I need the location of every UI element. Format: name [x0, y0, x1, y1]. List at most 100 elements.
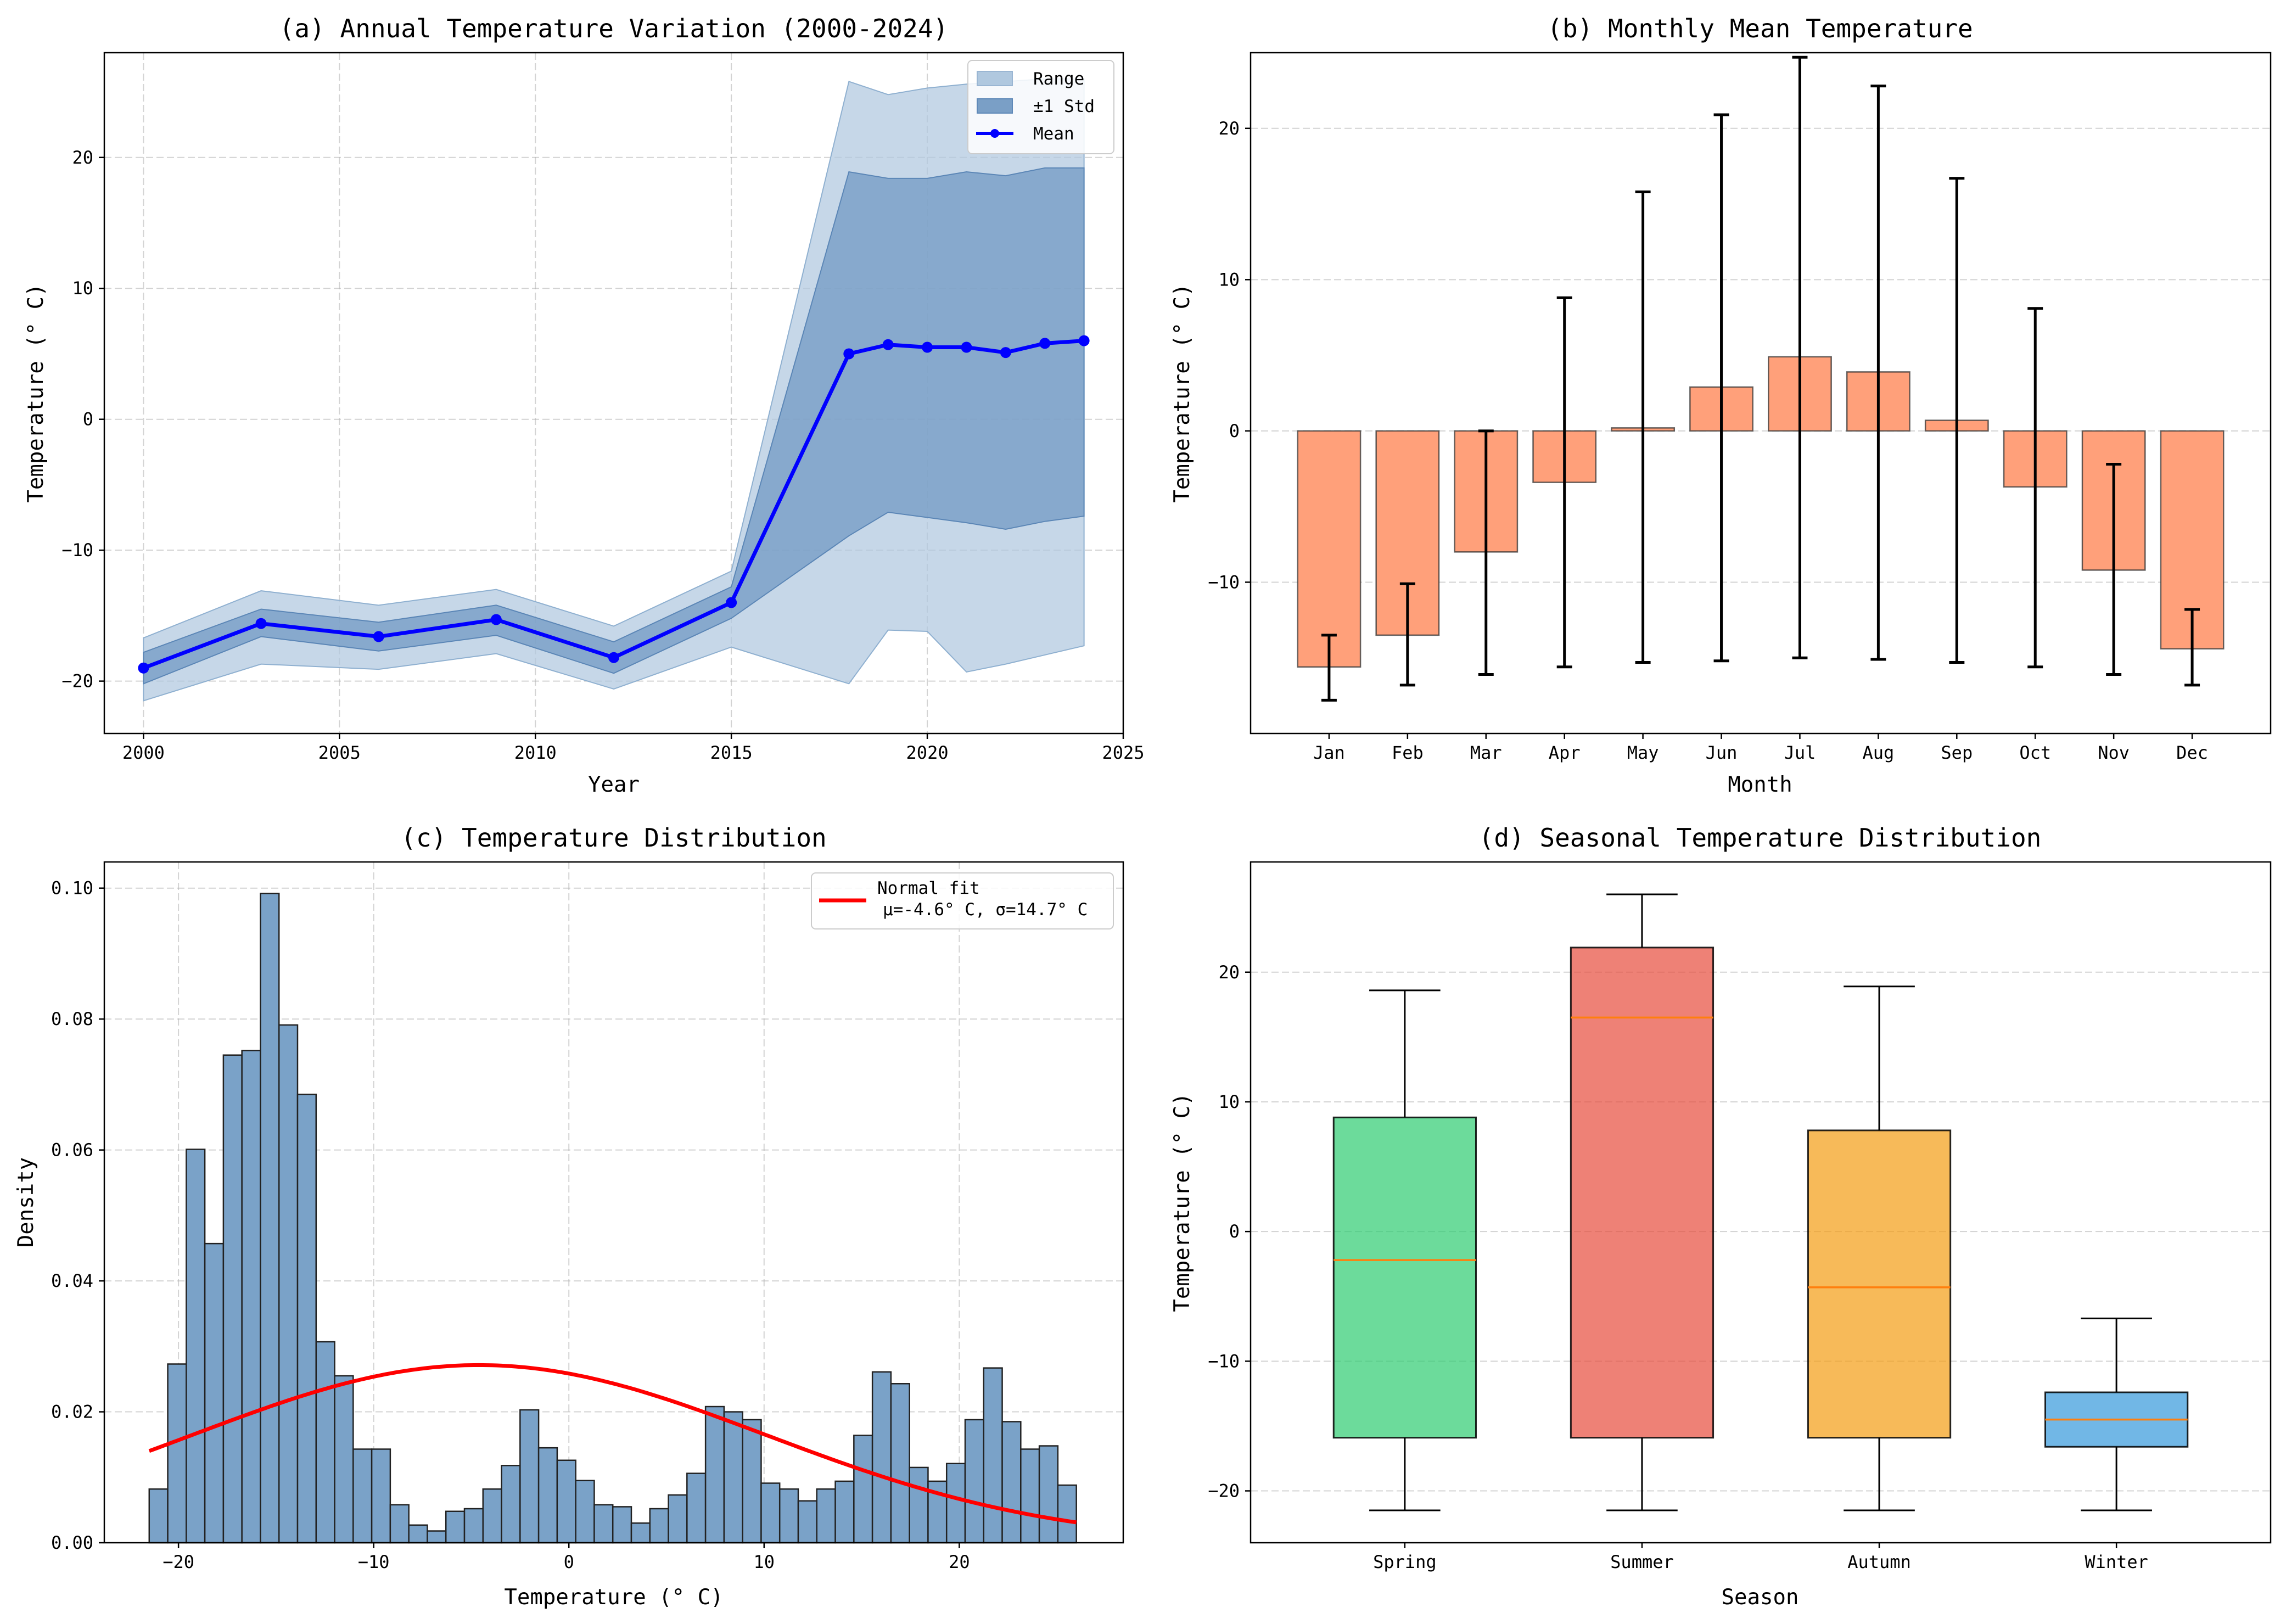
panel-a-ylabel: Temperature (° C) [24, 283, 48, 502]
panel-b-ylabel: Temperature (° C) [1170, 283, 1195, 502]
x-tick-label: −10 [358, 1552, 390, 1572]
hist-bin [983, 1367, 1003, 1544]
hist-bin [593, 1504, 614, 1544]
x-tick-label: 2005 [318, 742, 361, 763]
hist-bin [1001, 1421, 1022, 1544]
mean-point [961, 341, 972, 353]
y-tick-label: 0.00 [51, 1532, 93, 1553]
hist-bin [315, 1341, 335, 1544]
panel-annual-temperature: (a) Annual Temperature Variation (2000-2… [24, 14, 1145, 797]
x-tick-label: Aug [1862, 742, 1894, 763]
y-tick-label: −20 [1208, 1481, 1240, 1502]
panel-a-title: (a) Annual Temperature Variation (2000-2… [279, 14, 949, 43]
y-tick-label: −10 [61, 540, 93, 561]
panel-b-frame [1250, 52, 2272, 735]
y-tick-label: 0.08 [51, 1009, 93, 1029]
hist-bin [519, 1409, 540, 1544]
hist-bin [408, 1524, 428, 1544]
x-tick-label: 20 [949, 1552, 970, 1572]
hist-bin [260, 892, 280, 1544]
x-tick-label: Autumn [1847, 1552, 1911, 1572]
panel-d-title: (d) Seasonal Temperature Distribution [1479, 823, 2042, 853]
panel-b-title: (b) Monthly Mean Temperature [1547, 14, 1973, 43]
y-tick-label: 10 [1218, 269, 1240, 290]
y-tick-label: 10 [72, 278, 93, 299]
hist-bin [890, 1383, 910, 1544]
hist-bin [575, 1480, 595, 1544]
y-tick-label: 0 [83, 409, 93, 430]
panel-d-xlabel: Season [1722, 1585, 1799, 1610]
hist-bin [630, 1522, 651, 1544]
hist-bin [760, 1482, 781, 1544]
panel-temperature-distribution: (c) Temperature Distribution −20 −10 0 10 20… [14, 823, 1124, 1610]
hist-bin [649, 1508, 669, 1544]
panel-a-frame [103, 52, 1124, 735]
x-tick-label: Summer [1610, 1552, 1674, 1572]
y-tick-label: 0.04 [51, 1270, 93, 1291]
x-tick-label: Spring [1373, 1552, 1437, 1572]
panel-c-title: (c) Temperature Distribution [401, 823, 826, 853]
y-tick-label: −20 [61, 671, 93, 692]
legend-range-swatch [977, 71, 1013, 86]
x-tick-label: 10 [754, 1552, 775, 1572]
hist-bin [1057, 1484, 1077, 1544]
hist-bin [816, 1488, 836, 1544]
bar-jan [1297, 430, 1361, 668]
hist-bin [778, 1488, 799, 1544]
hist-bin [668, 1494, 688, 1544]
hist-bin [186, 1149, 206, 1544]
x-tick-label: Jan [1313, 742, 1345, 763]
hist-bin [334, 1375, 354, 1544]
std-band [143, 167, 1085, 685]
panel-b-xlabel: Month [1728, 772, 1792, 797]
legend-std-swatch [977, 98, 1013, 114]
panel-a-plot [138, 78, 1090, 702]
x-tick-label: 2020 [906, 742, 949, 763]
y-tick-label: −10 [1208, 1351, 1240, 1371]
hist-bin [167, 1363, 187, 1544]
x-tick-label: Jun [1706, 742, 1738, 763]
x-tick-label: −20 [163, 1552, 194, 1572]
legend-mean-marker [990, 129, 999, 138]
hist-bin [723, 1411, 743, 1544]
x-tick-label: Oct [2019, 742, 2051, 763]
x-tick-label: Jul [1784, 742, 1816, 763]
hist-bin [1038, 1445, 1059, 1544]
hist-bin [537, 1447, 558, 1544]
legend-mean-label: Mean [1033, 124, 1074, 144]
panel-b-axes: −10 0 10 20 Jan Feb Mar Apr May Jun Jul Aug Sep Oct No… [1208, 52, 2272, 763]
mean-point [1078, 335, 1090, 346]
mean-point [882, 339, 894, 350]
y-tick-label: 0.10 [51, 878, 93, 899]
panel-d-axes: −20 −10 0 10 20 Spring Summer Autumn Winter [1208, 861, 2272, 1572]
box-autumn [1807, 1129, 1952, 1439]
panel-seasonal-distribution: (d) Seasonal Temperature Distribution −2… [1170, 823, 2272, 1610]
legend-frame [811, 872, 1114, 929]
x-tick-label: 2010 [514, 742, 557, 763]
y-tick-label: 20 [1218, 118, 1240, 139]
x-tick-label: 2000 [122, 742, 165, 763]
panel-c-xlabel: Temperature (° C) [504, 1585, 723, 1610]
x-tick-label: Dec [2176, 742, 2208, 763]
legend-range-label: Range [1033, 69, 1084, 89]
mean-point [138, 662, 149, 674]
y-tick-label: 0.06 [51, 1140, 93, 1161]
y-tick-label: 0.02 [51, 1402, 93, 1423]
hist-bin [871, 1371, 892, 1544]
hist-bin [222, 1054, 243, 1544]
mean-point [255, 618, 267, 629]
panel-b-plot [1297, 55, 2225, 702]
panel-c-frame [103, 861, 1124, 1544]
hist-bin [371, 1448, 391, 1544]
y-tick-label: 0 [1229, 421, 1240, 441]
mean-point [1000, 347, 1011, 359]
legend-fit-label-line1: Normal fit [877, 878, 980, 898]
hist-bin [834, 1480, 855, 1544]
panel-a-xlabel: Year [588, 772, 640, 797]
hist-bin [797, 1500, 818, 1544]
hist-bin [278, 1024, 299, 1544]
x-tick-label: 0 [564, 1552, 574, 1572]
mean-point [1039, 338, 1051, 349]
legend-std-label: ±1 Std [1033, 97, 1095, 116]
